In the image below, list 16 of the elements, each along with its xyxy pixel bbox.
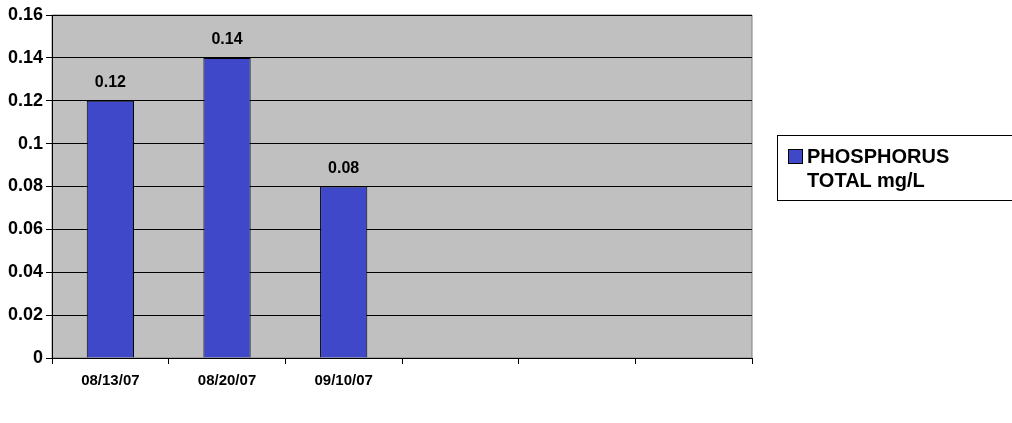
y-tick-label: 0.08 (7, 175, 44, 196)
y-tick-label: 0.12 (7, 89, 44, 110)
y-tick-label: 0.16 (7, 3, 44, 24)
y-tick-label: 0.06 (7, 218, 44, 239)
data-label: 0.12 (94, 73, 127, 91)
x-tick-label: 08/20/07 (197, 371, 257, 389)
y-tick-label: 0.1 (18, 132, 44, 153)
data-label: 0.08 (328, 158, 360, 176)
legend-label: PHOSPHORUS TOTAL mg/L (807, 144, 951, 192)
x-tick-label: 09/10/07 (314, 371, 373, 389)
y-tick-label: 0.02 (7, 304, 44, 325)
y-tick-label: 0.04 (7, 261, 44, 282)
y-tick-label: 0.14 (7, 46, 44, 67)
x-tick-label: 08/13/07 (81, 371, 140, 389)
y-tick-label: 0 (33, 346, 44, 367)
data-label: 0.14 (211, 30, 243, 48)
